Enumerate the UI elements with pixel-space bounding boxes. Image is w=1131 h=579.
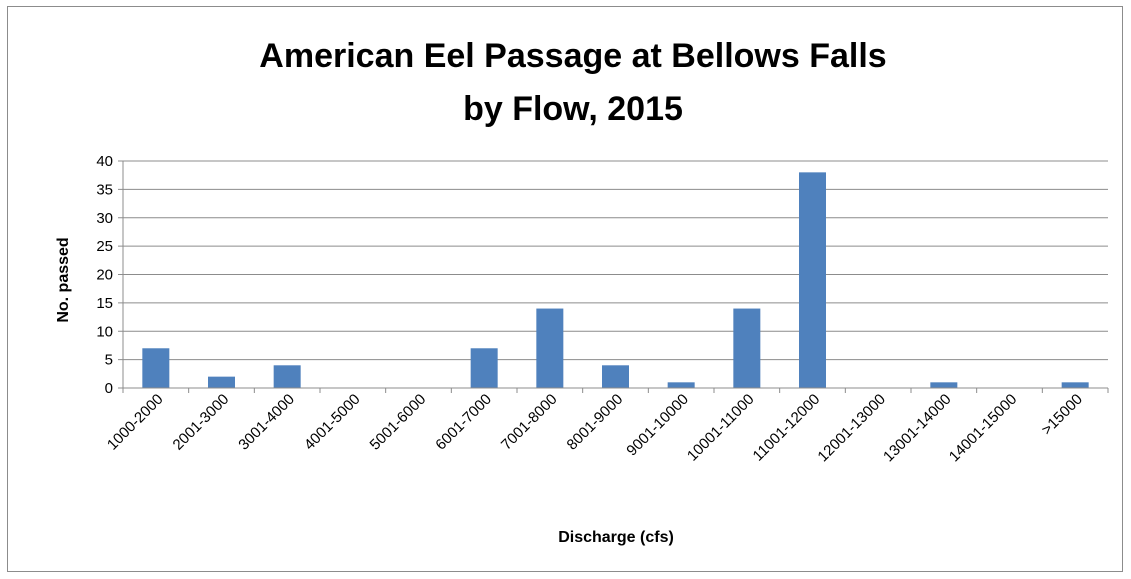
bar-6001-7000 [470, 348, 498, 388]
x-tick-label: >15000 [1038, 391, 1086, 439]
bar-8001-9000 [602, 365, 629, 388]
y-tick-label: 30 [96, 210, 113, 227]
y-tick-label: 5 [105, 352, 113, 369]
x-tick-label: 12001-13000 [814, 391, 889, 466]
y-tick-label: 15 [96, 295, 113, 312]
chart-title-line-2: by Flow, 2015 [463, 90, 683, 128]
x-tick-label: 2001-3000 [170, 391, 233, 454]
bar-chart: American Eel Passage at Bellows Falls by… [55, 37, 1109, 546]
x-tick-label: 6001-7000 [432, 391, 495, 454]
bar-3001-4000 [273, 365, 301, 388]
y-tick-label: 0 [105, 380, 113, 397]
x-axis-title: Discharge (cfs) [558, 529, 674, 546]
y-axis-ticks: 0 5 10 15 20 25 30 35 40 [96, 153, 123, 397]
y-tick-label: 35 [96, 181, 113, 198]
y-tick-label: 40 [96, 153, 113, 170]
x-tick-label: 13001-14000 [880, 391, 955, 466]
bar-2001-3000 [208, 376, 235, 388]
x-tick-label: 11001-12000 [750, 391, 824, 465]
x-tick-label: 4001-5000 [301, 391, 364, 454]
y-tick-label: 20 [96, 267, 113, 284]
bar-1000-2000 [142, 348, 170, 388]
x-tick-label: 3001-4000 [235, 391, 298, 454]
bar-13001-14000 [930, 382, 958, 388]
x-tick-label: 7001-8000 [498, 391, 561, 454]
x-tick-label: 8001-9000 [564, 391, 627, 454]
bar-9001-10000 [667, 382, 695, 388]
bar-10001-11000 [733, 308, 761, 388]
y-tick-label: 25 [96, 238, 113, 255]
chart-title-line-1: American Eel Passage at Bellows Falls [259, 37, 886, 75]
x-tick-label: 5001-6000 [367, 391, 430, 454]
bar->15000 [1061, 382, 1089, 388]
x-tick-label: 10001-11000 [684, 391, 758, 465]
x-tick-label: 14001-15000 [946, 391, 1021, 466]
axes [118, 161, 1109, 393]
chart-frame: American Eel Passage at Bellows Falls by… [7, 6, 1123, 572]
y-axis-title: No. passed [55, 237, 72, 322]
gridlines [123, 160, 1108, 361]
x-axis-categories: 1000-2000 2001-3000 3001-4000 4001-5000 5001… [104, 391, 1086, 466]
bar-7001-8000 [536, 308, 564, 388]
x-tick-label: 1000-2000 [104, 391, 167, 454]
bar-11001-12000 [799, 172, 826, 388]
bars [142, 172, 1089, 388]
x-tick-label: 9001-10000 [623, 391, 692, 460]
y-tick-label: 10 [96, 323, 113, 340]
